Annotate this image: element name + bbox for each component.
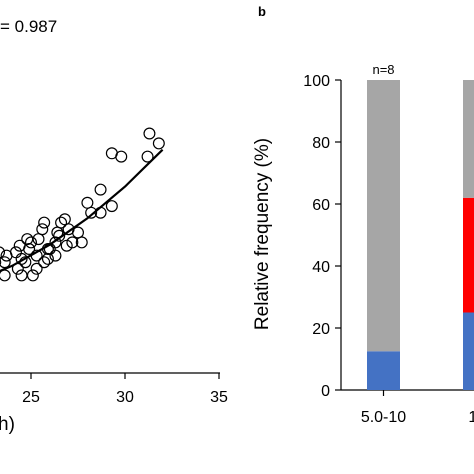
scatter-x-axis-title: h) (0, 414, 15, 435)
scatter-x-ticks: 25 30 35 (22, 373, 228, 406)
scatter-point (15, 269, 28, 282)
bar-y-tick-label: 40 (312, 259, 330, 276)
bar-y-axis-title: Relative frequency (%) (252, 138, 273, 330)
bar-y-ticks: 0 20 40 60 80 100 (303, 73, 341, 400)
bar-y-tick-label: 0 (321, 383, 330, 400)
scatter-point (23, 243, 36, 256)
scatter-point (143, 127, 156, 140)
scatter-point (26, 269, 39, 282)
stacked-bars: n=8n (367, 62, 474, 390)
scatter-point (94, 183, 107, 196)
scatter-point (152, 137, 165, 150)
bar-y-tick-label: 100 (303, 73, 330, 90)
scatter-point (0, 249, 13, 262)
bar-segment (367, 351, 400, 390)
bar-y-tick-label: 80 (312, 135, 330, 152)
bar-x-ticks: 5.0-10 10. (361, 390, 474, 426)
scatter-point (60, 239, 73, 252)
scatter-point (85, 206, 98, 219)
panel-letter-b: b (258, 4, 266, 19)
scatter-point (141, 150, 154, 163)
fit-curve (0, 148, 164, 273)
scatter-point (38, 256, 51, 269)
scatter-x-tick-label: 25 (22, 389, 40, 406)
fit-annotation: = 0.987 (0, 17, 57, 36)
bar-y-tick-label: 60 (312, 197, 330, 214)
bar-segment (463, 80, 474, 198)
scatter-points (0, 127, 165, 282)
bar-category-label: 10. (468, 409, 474, 426)
bar-segment (463, 197, 474, 313)
scatter-point (53, 229, 66, 242)
scatter-point (115, 150, 128, 163)
bar-y-tick-label: 20 (312, 321, 330, 338)
scatter-point (81, 196, 94, 209)
bar-panel: b Relative frequency (%) 0 20 40 60 80 100 n=… (252, 4, 474, 426)
scatter-point (0, 269, 11, 282)
scatter-point (25, 236, 38, 249)
scatter-x-tick-label: 35 (210, 389, 228, 406)
bar-category-label: 5.0-10 (361, 409, 406, 426)
scatter-point (36, 223, 49, 236)
scatter-point (41, 252, 54, 265)
scatter-point (75, 236, 88, 249)
scatter-x-tick-label: 30 (116, 389, 134, 406)
scatter-point (0, 246, 6, 259)
bar-n-label: n=8 (372, 62, 394, 77)
bar-segment (367, 80, 400, 352)
scatter-point (30, 262, 43, 275)
scatter-point (66, 236, 79, 249)
scatter-point (0, 256, 11, 269)
scatter-point (105, 200, 118, 213)
scatter-panel: = 0.987 25 30 35 h) (0, 17, 228, 435)
scatter-point (0, 258, 2, 266)
bar-segment (463, 312, 474, 390)
scatter-point (38, 216, 51, 229)
scatter-point (49, 249, 62, 262)
